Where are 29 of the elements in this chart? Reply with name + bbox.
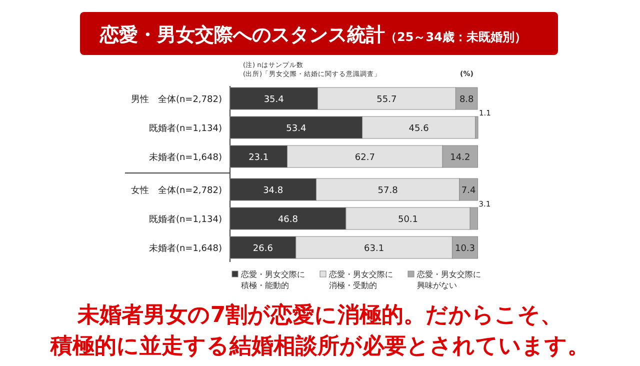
data-label: 8.8 — [459, 95, 474, 105]
y-tick-label: 既婚者(n=1,134) — [148, 214, 222, 225]
data-label: 46.8 — [278, 215, 298, 225]
legend-label: 恋愛・男女交際に積極・能動的 — [240, 270, 305, 290]
chart-subtitle: （25～34歳：未既婚別） — [385, 30, 526, 44]
data-label: 26.6 — [252, 244, 274, 254]
data-label: 45.6 — [408, 124, 430, 134]
y-tick-label: 女性 全体(n=2,782) — [130, 185, 222, 196]
data-label: 50.1 — [398, 215, 418, 225]
data-label: 35.4 — [264, 95, 284, 105]
data-label: 63.1 — [364, 244, 384, 254]
y-tick-label: 既婚者(n=1,134) — [148, 123, 222, 134]
legend-label: 恋愛・男女交際に興味がない — [416, 270, 481, 290]
data-label: 23.1 — [248, 153, 269, 163]
data-label: 55.7 — [376, 95, 397, 105]
data-label: 62.7 — [354, 153, 375, 163]
y-tick-label: 未婚者(n=1,648) — [148, 243, 222, 254]
y-tick-label: 未婚者(n=1,648) — [148, 152, 222, 163]
title: 恋愛・男女交際へのスタンス統計（25～34歳：未既婚別） — [80, 12, 558, 55]
data-label: 10.3 — [454, 244, 476, 254]
data-label: 7.4 — [461, 186, 476, 196]
data-label: 57.8 — [378, 186, 398, 196]
y-tick-label: 男性 全体(n=2,782) — [130, 94, 222, 105]
data-label: 34.8 — [263, 186, 284, 196]
chart-title: 恋愛・男女交際へのスタンス統計 — [99, 24, 385, 46]
legend-label: 恋愛・男女交際に消極・受動的 — [328, 270, 393, 290]
data-label: 14.2 — [450, 153, 470, 163]
data-label: 53.4 — [286, 124, 306, 134]
headline: 未婚者男女の7割が恋愛に消極的。だからこそ、積極的に並走する結婚相談所が必要とされています。 — [50, 303, 590, 359]
